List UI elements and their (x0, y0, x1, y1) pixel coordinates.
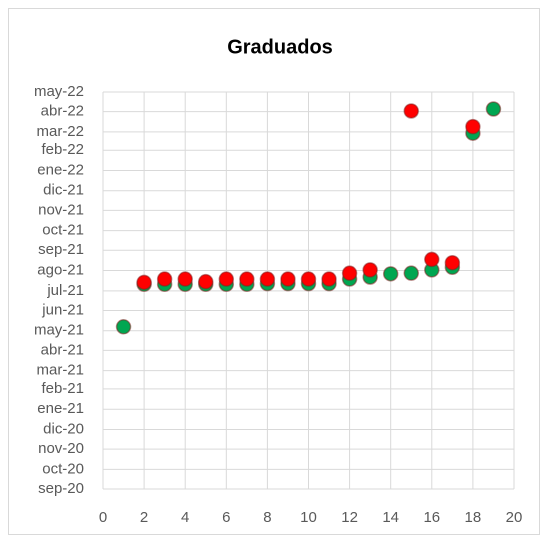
x-tick-label: 20 (506, 509, 523, 526)
y-tick-label: abr-21 (41, 341, 84, 358)
point (239, 271, 255, 287)
y-tick-label: abr-22 (41, 103, 84, 120)
y-tick-label: may-22 (34, 83, 84, 100)
x-tick-label: 10 (300, 509, 317, 526)
x-tick-label: 14 (382, 509, 399, 526)
x-tick-label: 8 (263, 509, 271, 526)
y-tick-label: sep-21 (38, 241, 84, 258)
point (218, 271, 235, 287)
x-tick-label: 16 (423, 509, 440, 526)
point (341, 265, 358, 281)
point (382, 266, 399, 282)
y-tick-label: nov-20 (38, 440, 84, 457)
y-tick-label: jul-21 (46, 282, 84, 299)
x-tick-label: 18 (465, 509, 482, 526)
point (362, 262, 378, 278)
y-tick-label: feb-21 (41, 380, 84, 397)
x-tick-label: 12 (341, 509, 358, 526)
y-tick-label: mar-22 (36, 123, 84, 140)
point (424, 251, 440, 268)
point (300, 271, 317, 287)
y-tick-label: jun-21 (41, 301, 84, 318)
point (403, 103, 419, 119)
chart-title: Graduados (227, 36, 333, 58)
y-tick-label: sep-20 (38, 480, 84, 497)
y-tick-label: mar-21 (36, 362, 84, 379)
y-tick-label: ene-21 (37, 400, 84, 417)
x-tick-label: 0 (99, 509, 107, 526)
y-tick-label: feb-22 (41, 141, 84, 158)
chart-frame (8, 8, 540, 535)
x-tick-label: 4 (181, 509, 189, 526)
point (403, 265, 419, 281)
x-tick-label: 6 (222, 509, 230, 526)
point (321, 271, 337, 287)
point (465, 118, 481, 135)
point (259, 271, 276, 287)
y-tick-label: ago-21 (37, 262, 84, 279)
y-tick-label: oct-20 (42, 460, 84, 477)
point (280, 271, 296, 287)
y-tick-label: may-21 (34, 322, 84, 339)
y-tick-label: ene-22 (37, 161, 84, 178)
x-tick-label: 2 (140, 509, 148, 526)
point (115, 319, 132, 335)
point (198, 273, 214, 290)
point (177, 271, 193, 287)
y-tick-label: dic-21 (43, 182, 84, 199)
point (156, 271, 173, 287)
point (136, 274, 152, 291)
point (444, 254, 461, 271)
y-tick-label: oct-21 (42, 222, 84, 239)
y-tick-label: dic-20 (43, 420, 84, 437)
point (485, 101, 502, 117)
y-tick-label: nov-21 (38, 201, 84, 218)
